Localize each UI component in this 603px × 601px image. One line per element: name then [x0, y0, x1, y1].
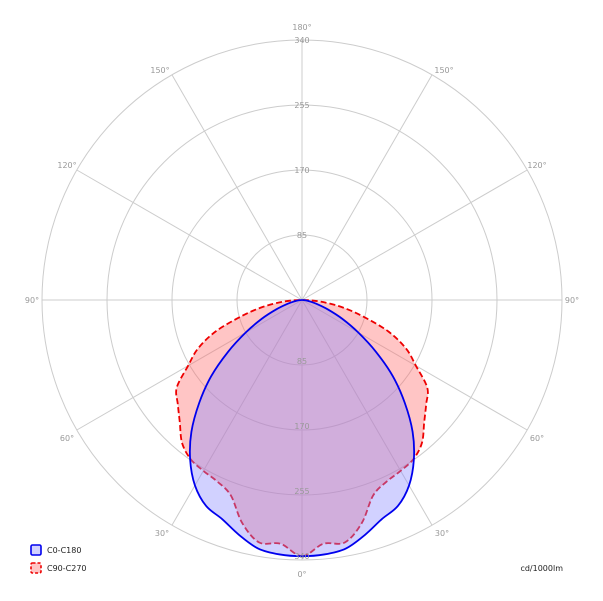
radial-tick-label-up: 255	[294, 101, 309, 110]
unit-label: cd/1000lm	[520, 564, 563, 573]
angle-tick-label: 30°	[435, 529, 449, 538]
grid-spoke	[76, 299, 303, 431]
tick-labels: 85 85 170 170 255 255 340 340 180° 150° 150° 120° 12…	[25, 23, 579, 579]
angle-tick-label: 60°	[530, 434, 544, 443]
legend-label-c90: C90-C270	[47, 564, 87, 573]
angle-tick-label: 180°	[292, 23, 311, 32]
radial-tick-label-down: 340	[294, 552, 309, 561]
legend: C0-C180 C90-C270	[30, 544, 87, 574]
angle-tick-label: 90°	[25, 296, 39, 305]
radial-tick-label-down: 85	[297, 357, 307, 366]
radial-tick-label-up: 85	[297, 231, 307, 240]
angle-tick-label: 150°	[434, 66, 453, 75]
grid-spoke	[301, 299, 433, 526]
legend-swatch-c0	[30, 544, 42, 556]
radial-tick-label-up: 340	[294, 36, 309, 45]
angle-tick-label: 90°	[565, 296, 579, 305]
angle-tick-label: 0°	[297, 570, 306, 579]
grid-spoke	[76, 169, 303, 301]
legend-label-c0: C0-C180	[47, 546, 81, 555]
legend-swatch-c90	[30, 562, 42, 574]
angle-tick-label: 120°	[57, 161, 76, 170]
radial-tick-label-down: 255	[294, 487, 309, 496]
series-c90-c270-curve	[175, 299, 429, 558]
grid-spoke	[171, 299, 303, 526]
angle-tick-label: 120°	[527, 161, 546, 170]
series-c0-c180-curve	[188, 299, 416, 558]
angle-tick-label: 30°	[155, 529, 169, 538]
series-layer	[175, 299, 429, 558]
radial-tick-label-up: 170	[294, 166, 309, 175]
angle-tick-label: 60°	[60, 434, 74, 443]
polar-grid	[41, 39, 563, 561]
angle-tick-label: 150°	[150, 66, 169, 75]
grid-spoke	[301, 74, 433, 301]
radial-tick-label-down: 170	[294, 422, 309, 431]
grid-spoke	[171, 74, 303, 301]
grid-spoke	[301, 169, 528, 301]
